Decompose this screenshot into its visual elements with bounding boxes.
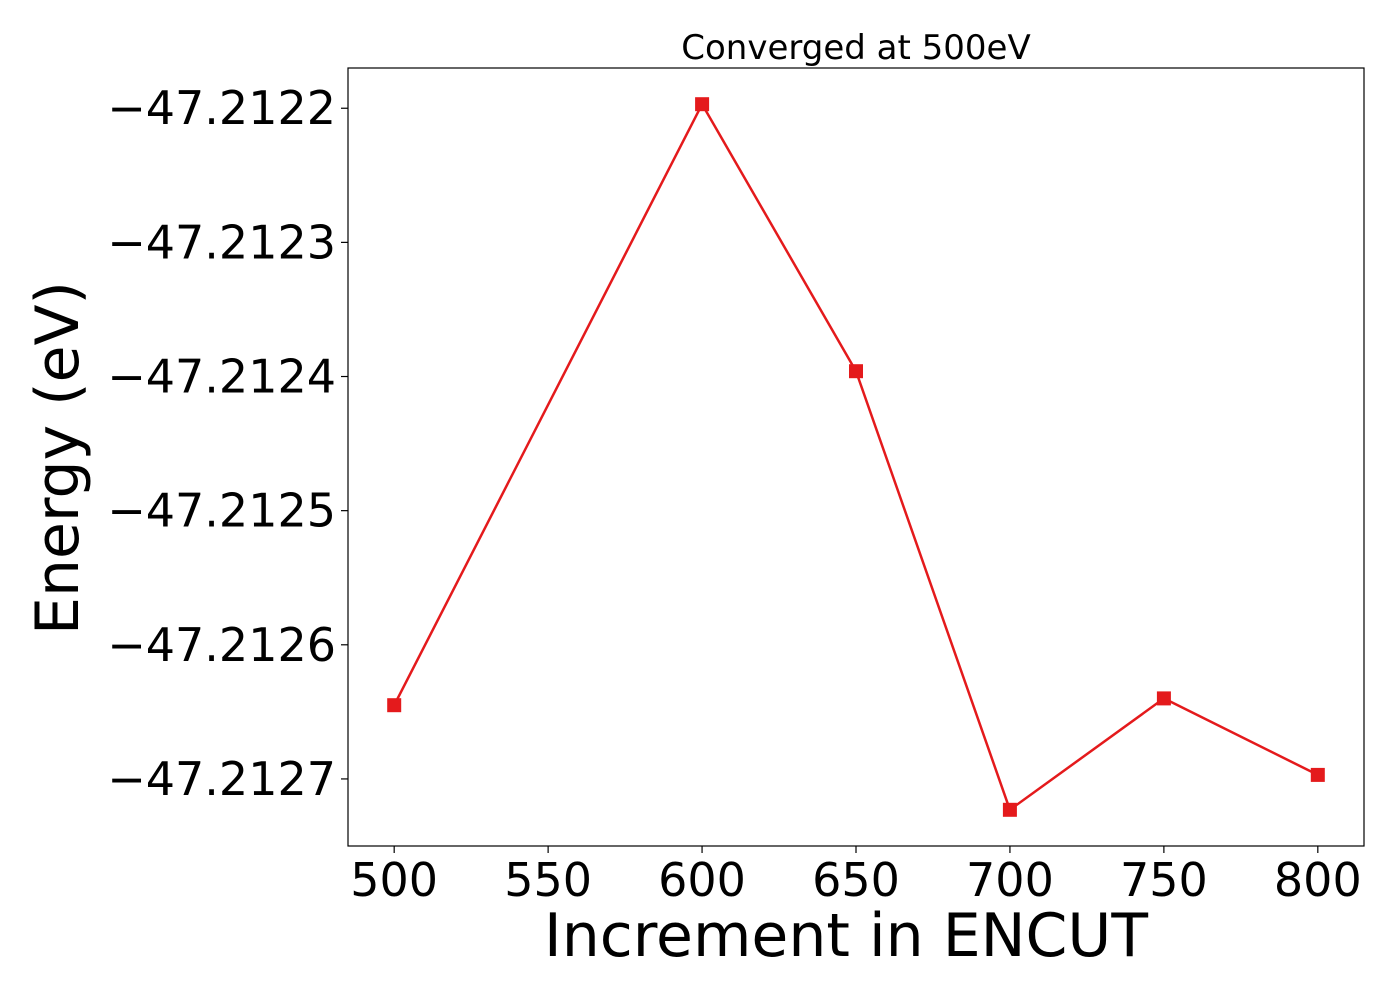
data-point-marker (387, 698, 402, 713)
x-tick-label: 500 (350, 853, 438, 907)
y-axis-label: Energy (eV) (23, 281, 93, 635)
series-line (393, 102, 1319, 812)
y-tick-label: −47.2125 (107, 484, 336, 538)
x-tick-label: 800 (1274, 853, 1362, 907)
series-layer (387, 97, 1325, 817)
y-tick-label: −47.2123 (107, 215, 336, 269)
data-point-marker (1156, 691, 1171, 706)
y-tick-label: −47.2122 (107, 81, 336, 135)
y-tick-label: −47.2124 (107, 350, 336, 404)
data-point-marker (1310, 767, 1325, 782)
data-point-marker (695, 97, 710, 112)
x-axis-label: Increment in ENCUT (544, 901, 1148, 971)
x-tick-label: 750 (1120, 853, 1208, 907)
y-axis-ticks: −47.2122 −47.2123 −47.2124 −47.2125 −47.2126… (107, 81, 348, 806)
x-tick-label: 550 (504, 853, 592, 907)
data-point-marker (1002, 802, 1017, 817)
chart-title: Converged at 500eV (681, 28, 1030, 68)
x-tick-label: 650 (812, 853, 900, 907)
y-tick-label: −47.2126 (107, 618, 336, 672)
x-axis-ticks: 500 550 600 650 700 750 800 (350, 846, 1362, 907)
y-tick-label: −47.2127 (107, 752, 336, 806)
x-tick-label: 700 (966, 853, 1054, 907)
data-point-marker (849, 364, 863, 379)
x-tick-label: 600 (658, 853, 746, 907)
